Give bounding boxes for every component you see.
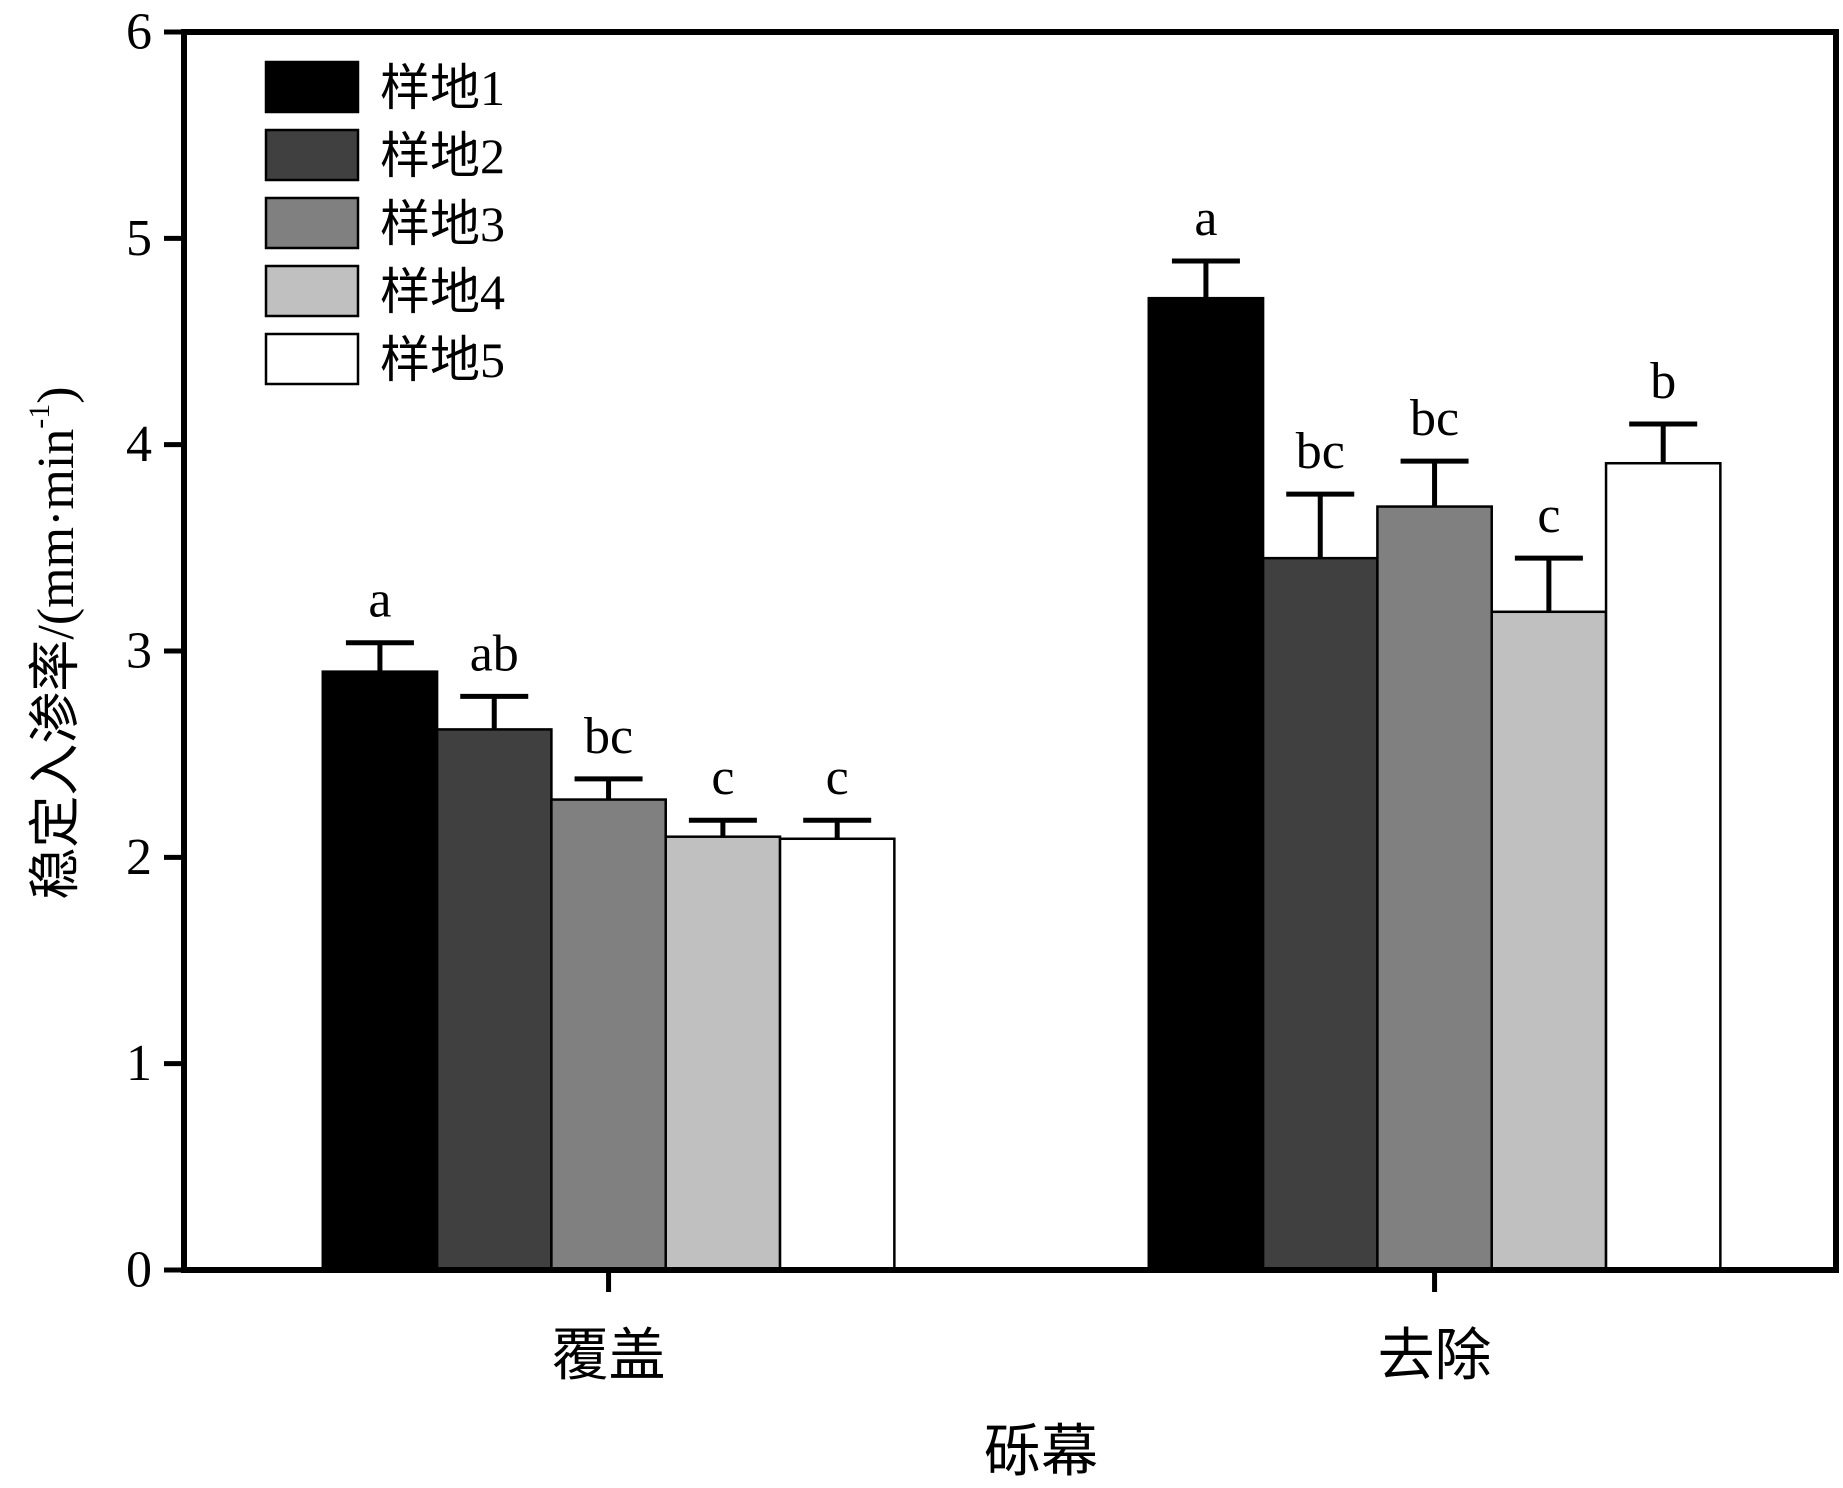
legend-label: 样地3 <box>380 196 505 252</box>
bar <box>1261 556 1379 1272</box>
bars-layer: a ab bc c c a bc bc c b <box>321 190 1722 1272</box>
bar <box>321 670 439 1272</box>
bar <box>435 728 553 1272</box>
significance-label: c <box>1537 487 1560 544</box>
bar <box>1490 610 1608 1272</box>
significance-label: bc <box>1410 390 1459 447</box>
axes-layer: 0 1 2 3 4 5 6 覆盖 去除 <box>126 4 1839 1388</box>
legend-swatch <box>264 332 360 386</box>
legend-swatch <box>264 264 360 318</box>
y-tick-label: 4 <box>126 416 152 473</box>
legend-swatch <box>264 60 360 114</box>
y-axis-label: 稳定入渗率/(mm·min-1) <box>23 386 85 899</box>
legend-label: 样地1 <box>380 60 505 116</box>
bar <box>664 835 782 1272</box>
x-category-label: 去除 <box>1378 1325 1492 1388</box>
bar <box>1376 505 1493 1272</box>
y-tick-label: 6 <box>126 4 152 61</box>
y-tick-label: 3 <box>126 623 152 680</box>
y-tick-label: 0 <box>126 1242 152 1299</box>
significance-label: bc <box>584 708 633 765</box>
y-axis-label-main: 稳定入渗率/(mm·min <box>28 429 85 900</box>
bar <box>1604 461 1722 1272</box>
legend-swatch <box>264 128 360 182</box>
y-tick-label: 5 <box>126 210 152 267</box>
y-axis-label-superscript: -1 <box>23 404 56 429</box>
legend-label: 样地2 <box>380 128 505 184</box>
significance-label: a <box>1194 190 1217 247</box>
significance-label: bc <box>1296 423 1345 480</box>
significance-label: a <box>368 572 391 629</box>
y-tick-label: 2 <box>126 829 152 886</box>
legend: 样地1 样地2 样地3 样地4 样地5 <box>264 60 505 388</box>
significance-label: c <box>826 749 849 806</box>
x-axis-label: 砾幕 <box>984 1421 1098 1484</box>
legend-swatch <box>264 196 360 250</box>
significance-label: ab <box>470 625 519 682</box>
bar <box>1147 296 1265 1272</box>
significance-label: b <box>1650 353 1676 410</box>
bar <box>550 798 667 1272</box>
y-axis-label-suffix: ) <box>28 386 85 403</box>
significance-label: c <box>711 749 734 806</box>
bar <box>778 837 896 1272</box>
legend-label: 样地5 <box>380 332 505 388</box>
y-tick-label: 1 <box>126 1035 152 1092</box>
legend-label: 样地4 <box>380 264 505 320</box>
x-category-label: 覆盖 <box>552 1325 666 1388</box>
